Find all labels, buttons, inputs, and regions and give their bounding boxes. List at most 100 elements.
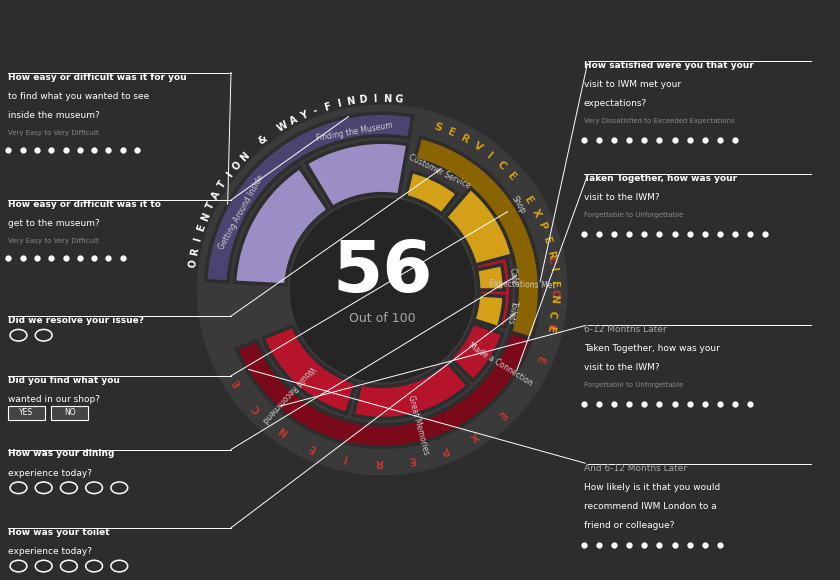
FancyBboxPatch shape (8, 406, 45, 420)
Polygon shape (306, 142, 408, 208)
Text: Great Memories: Great Memories (406, 394, 431, 456)
Polygon shape (450, 323, 503, 381)
Text: visit to the IWM?: visit to the IWM? (584, 193, 659, 202)
Text: visit to the IWM?: visit to the IWM? (584, 363, 659, 372)
Text: E: E (495, 408, 507, 420)
Circle shape (291, 198, 474, 382)
Text: Cafe: Cafe (508, 267, 518, 285)
Text: R: R (459, 133, 471, 146)
Text: Very Easy to Very Difficult: Very Easy to Very Difficult (8, 238, 99, 244)
Polygon shape (473, 246, 511, 328)
Text: C: C (547, 310, 558, 318)
Circle shape (291, 198, 474, 382)
Text: Taken Together, how was your: Taken Together, how was your (584, 344, 720, 353)
Text: N: N (276, 423, 289, 437)
Text: R: R (545, 250, 556, 260)
Text: O: O (549, 289, 559, 298)
Text: How easy or difficult was it to: How easy or difficult was it to (8, 200, 161, 209)
Text: N: N (239, 150, 252, 163)
Text: Did you find what you: Did you find what you (8, 376, 120, 385)
Text: O: O (187, 259, 198, 268)
Text: Would Recommend: Would Recommend (260, 364, 317, 424)
Text: T: T (205, 201, 217, 211)
Text: How likely is it that you would: How likely is it that you would (584, 483, 720, 492)
Text: 56: 56 (332, 238, 433, 307)
Circle shape (197, 106, 567, 474)
Text: R: R (544, 322, 556, 332)
Text: T: T (217, 179, 228, 190)
Text: -: - (312, 106, 319, 116)
Text: V: V (472, 141, 484, 154)
Text: Very Easy to Very Difficult: Very Easy to Very Difficult (8, 130, 99, 136)
Text: E: E (522, 195, 535, 206)
Text: Forgettable to Unforgettable: Forgettable to Unforgettable (584, 212, 683, 218)
Polygon shape (474, 295, 504, 328)
Text: C: C (546, 256, 557, 265)
Text: X: X (530, 208, 543, 219)
Polygon shape (354, 361, 468, 419)
Text: expectations?: expectations? (584, 99, 647, 108)
Text: C: C (495, 160, 507, 172)
Text: W: W (276, 119, 291, 133)
Text: E: E (544, 324, 555, 334)
Text: Finding the Museum: Finding the Museum (315, 121, 393, 143)
Polygon shape (234, 168, 328, 285)
Text: E: E (533, 354, 545, 365)
Text: I: I (336, 99, 342, 109)
Text: Shop: Shop (510, 194, 528, 215)
Text: I: I (341, 452, 347, 463)
Text: wanted in our shop?: wanted in our shop? (8, 395, 101, 404)
Text: Customer Service: Customer Service (407, 153, 472, 190)
Text: A: A (210, 190, 223, 201)
Text: How easy or difficult was it for you: How easy or difficult was it for you (8, 72, 187, 82)
Text: O: O (231, 159, 244, 172)
Text: experience today?: experience today? (8, 547, 92, 556)
Text: Toilets: Toilets (506, 300, 518, 325)
Polygon shape (415, 137, 539, 339)
Text: Forgettable to Unforgettable: Forgettable to Unforgettable (584, 382, 683, 388)
Text: E: E (407, 454, 416, 465)
Text: E: E (196, 223, 207, 233)
Text: And 6-12 Months Later: And 6-12 Months Later (584, 464, 687, 473)
Text: Expectations Met: Expectations Met (489, 280, 555, 291)
Text: E: E (307, 441, 318, 453)
Polygon shape (476, 264, 504, 290)
Text: Getting Around Inside: Getting Around Inside (218, 173, 266, 251)
Polygon shape (445, 179, 525, 265)
Text: R: R (373, 456, 381, 467)
Text: experience today?: experience today? (8, 469, 92, 478)
Text: How was your dining: How was your dining (8, 450, 115, 459)
Text: P: P (438, 444, 449, 456)
Text: How satisfied were you that your: How satisfied were you that your (584, 61, 753, 70)
Text: X: X (468, 429, 480, 441)
FancyBboxPatch shape (51, 406, 88, 420)
Text: How was your toilet: How was your toilet (8, 528, 110, 537)
Text: A: A (288, 114, 299, 127)
Text: N: N (346, 96, 355, 107)
Polygon shape (406, 172, 457, 214)
Text: S: S (433, 122, 444, 133)
Polygon shape (263, 326, 355, 414)
Text: get to the museum?: get to the museum? (8, 219, 100, 229)
Text: Out of 100: Out of 100 (349, 313, 416, 325)
Text: 6-12 Months Later: 6-12 Months Later (584, 325, 666, 334)
Text: I: I (548, 267, 558, 272)
Text: E: E (447, 127, 457, 139)
Polygon shape (206, 113, 413, 282)
Polygon shape (236, 236, 539, 447)
Text: YES: YES (19, 408, 33, 418)
Text: Made a Connection: Made a Connection (467, 340, 534, 387)
Text: N: N (549, 295, 559, 304)
Text: friend or colleague?: friend or colleague? (584, 521, 675, 531)
Text: D: D (358, 95, 367, 105)
Text: I: I (192, 237, 203, 242)
Text: recommend IWM London to a: recommend IWM London to a (584, 502, 717, 512)
Text: Did we resolve your issue?: Did we resolve your issue? (8, 316, 144, 325)
Text: to find what you wanted to see: to find what you wanted to see (8, 92, 150, 101)
Text: C: C (251, 401, 264, 414)
Text: E: E (230, 375, 243, 387)
Text: P: P (536, 222, 548, 232)
Text: R: R (189, 247, 201, 256)
Text: N: N (382, 94, 391, 104)
Text: NO: NO (64, 408, 76, 418)
